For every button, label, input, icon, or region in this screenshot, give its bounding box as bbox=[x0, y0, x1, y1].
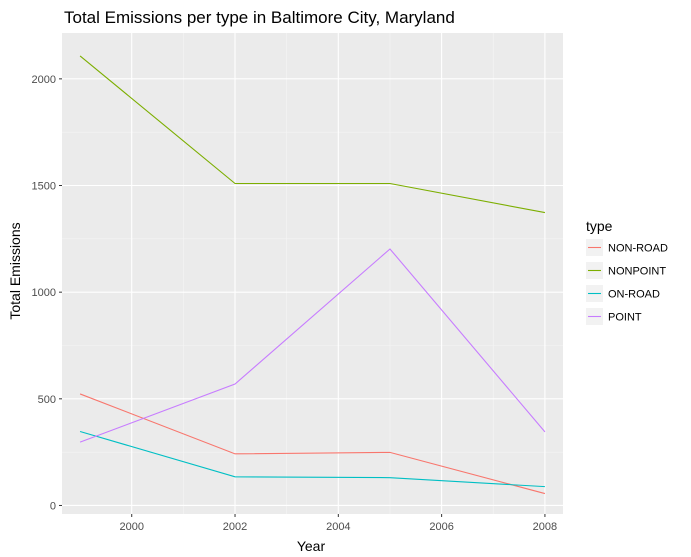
series-line-point bbox=[79, 248, 546, 443]
y-tick-label: 0 bbox=[50, 500, 56, 512]
series-line-on-road bbox=[79, 430, 545, 488]
legend-label-point: POINT bbox=[608, 312, 642, 324]
legend-title: type bbox=[586, 218, 613, 234]
series-lines bbox=[79, 55, 546, 495]
series-line-nonpoint bbox=[79, 55, 546, 214]
x-tick-label: 2004 bbox=[326, 521, 350, 533]
y-tick-label: 1000 bbox=[32, 287, 56, 299]
chart-title: Total Emissions per type in Baltimore Ci… bbox=[64, 8, 455, 27]
x-tick-label: 2000 bbox=[119, 521, 143, 533]
x-tick-label: 2008 bbox=[533, 521, 557, 533]
y-axis: 0 500 1000 1500 2000 bbox=[32, 74, 62, 512]
y-tick-label: 2000 bbox=[32, 74, 56, 86]
x-tick-label: 2002 bbox=[223, 521, 247, 533]
plot-panel bbox=[62, 33, 563, 514]
x-axis-title: Year bbox=[297, 538, 326, 554]
legend: type NON-ROAD NONPOINT ON-ROAD POINT bbox=[586, 218, 668, 325]
legend-label-non-road: NON-ROAD bbox=[608, 243, 668, 255]
x-axis: 2000 2002 2004 2006 2008 bbox=[119, 514, 557, 533]
y-tick-label: 500 bbox=[38, 394, 56, 406]
y-tick-label: 1500 bbox=[32, 181, 56, 193]
x-tick-label: 2006 bbox=[429, 521, 453, 533]
legend-label-nonpoint: NONPOINT bbox=[608, 266, 666, 278]
minor-gridlines bbox=[62, 33, 563, 514]
legend-label-on-road: ON-ROAD bbox=[608, 289, 660, 301]
series-line-non-road bbox=[79, 393, 546, 495]
major-gridlines bbox=[62, 33, 563, 514]
y-axis-title: Total Emissions bbox=[7, 222, 23, 319]
